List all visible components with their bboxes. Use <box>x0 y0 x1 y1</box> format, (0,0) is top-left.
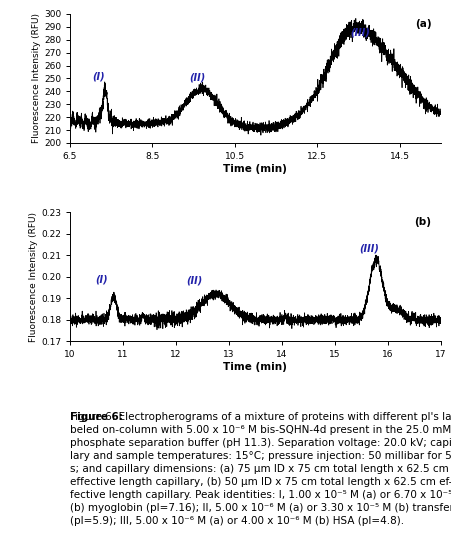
Text: (III): (III) <box>350 27 369 37</box>
Text: Figure 6:: Figure 6: <box>70 412 123 422</box>
Text: (b): (b) <box>414 218 430 228</box>
Text: (a): (a) <box>414 19 430 29</box>
Y-axis label: Fluorescence Intensity (RFU): Fluorescence Intensity (RFU) <box>29 211 38 341</box>
Text: (III): (III) <box>359 243 378 253</box>
Text: (II): (II) <box>186 275 202 285</box>
X-axis label: Time (min): Time (min) <box>223 163 287 174</box>
Text: (I): (I) <box>92 71 105 81</box>
Y-axis label: Fluorescence Intensity (RFU): Fluorescence Intensity (RFU) <box>32 13 41 143</box>
Text: (I): (I) <box>95 275 108 284</box>
Text: Figure 6: Electropherograms of a mixture of proteins with different pI's la-
bel: Figure 6: Electropherograms of a mixture… <box>70 412 451 526</box>
Text: (II): (II) <box>189 73 205 83</box>
X-axis label: Time (min): Time (min) <box>223 362 287 372</box>
